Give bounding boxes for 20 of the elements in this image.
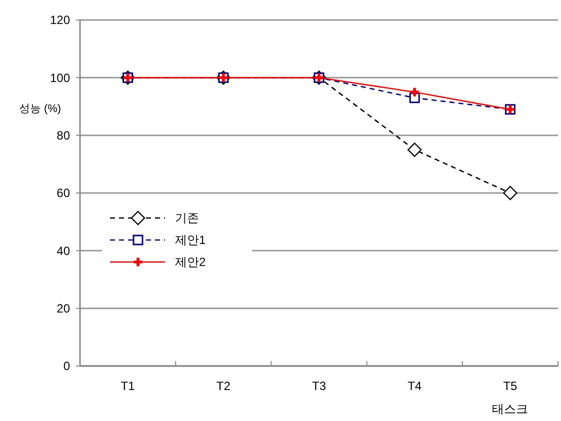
point [408, 142, 422, 157]
legend-label: 제안1 [175, 233, 206, 248]
x-tick-label: T2 [216, 379, 231, 393]
y-tick-label: 40 [56, 244, 70, 258]
point [410, 88, 419, 96]
y-tick-label: 0 [63, 359, 70, 374]
x-tick-label: T3 [312, 379, 326, 393]
point [503, 186, 518, 200]
legend-label: 제안2 [175, 255, 206, 270]
x-axis-title: 태스크 [492, 402, 528, 416]
legend-label: 기존 [175, 211, 199, 226]
x-tick-label: T1 [120, 379, 136, 393]
y-tick-label: 20 [56, 302, 70, 316]
x-tick-label: T4 [408, 379, 422, 393]
x-tick-label: T5 [503, 379, 518, 393]
y-axis-title: 성능 (%) [18, 103, 62, 115]
y-tick-label: 100 [50, 70, 70, 85]
y-tick-label: 120 [50, 13, 70, 28]
y-tick-label: 80 [56, 128, 70, 143]
y-tick-label: 60 [56, 186, 70, 200]
